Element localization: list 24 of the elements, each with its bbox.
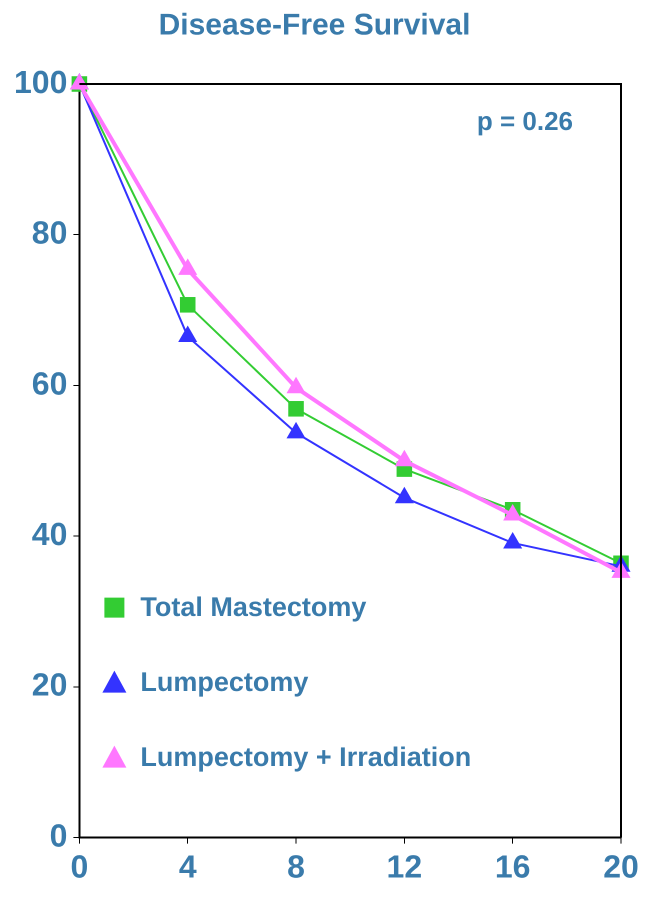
point <box>394 450 414 466</box>
point <box>286 376 306 394</box>
y-tick-label: 100 <box>14 64 68 100</box>
x-tick-label: 8 <box>287 848 305 885</box>
legend-label: Lumpectomy + Irradiation <box>140 742 472 772</box>
y-tick-label: 60 <box>32 365 68 402</box>
point <box>286 422 306 438</box>
y-tick-label: 40 <box>32 516 68 552</box>
x-tick-label: 12 <box>386 848 422 885</box>
point <box>394 486 414 504</box>
point <box>178 325 198 342</box>
point <box>503 504 522 521</box>
x-tick-label: 4 <box>178 848 197 885</box>
point <box>178 258 198 275</box>
annotation: p = 0.26 <box>476 106 573 136</box>
x-tick-label: 16 <box>494 848 530 885</box>
chart-title: Disease-Free Survival <box>158 8 470 42</box>
y-tick-label: 80 <box>32 214 68 251</box>
y-tick-label: 20 <box>32 666 68 703</box>
y-tick-label: 0 <box>50 817 68 854</box>
point <box>503 532 522 548</box>
legend-label: Total Mastectomy <box>140 592 366 622</box>
legend-label: Lumpectomy <box>140 667 308 698</box>
x-tick-label: 20 <box>603 848 639 885</box>
